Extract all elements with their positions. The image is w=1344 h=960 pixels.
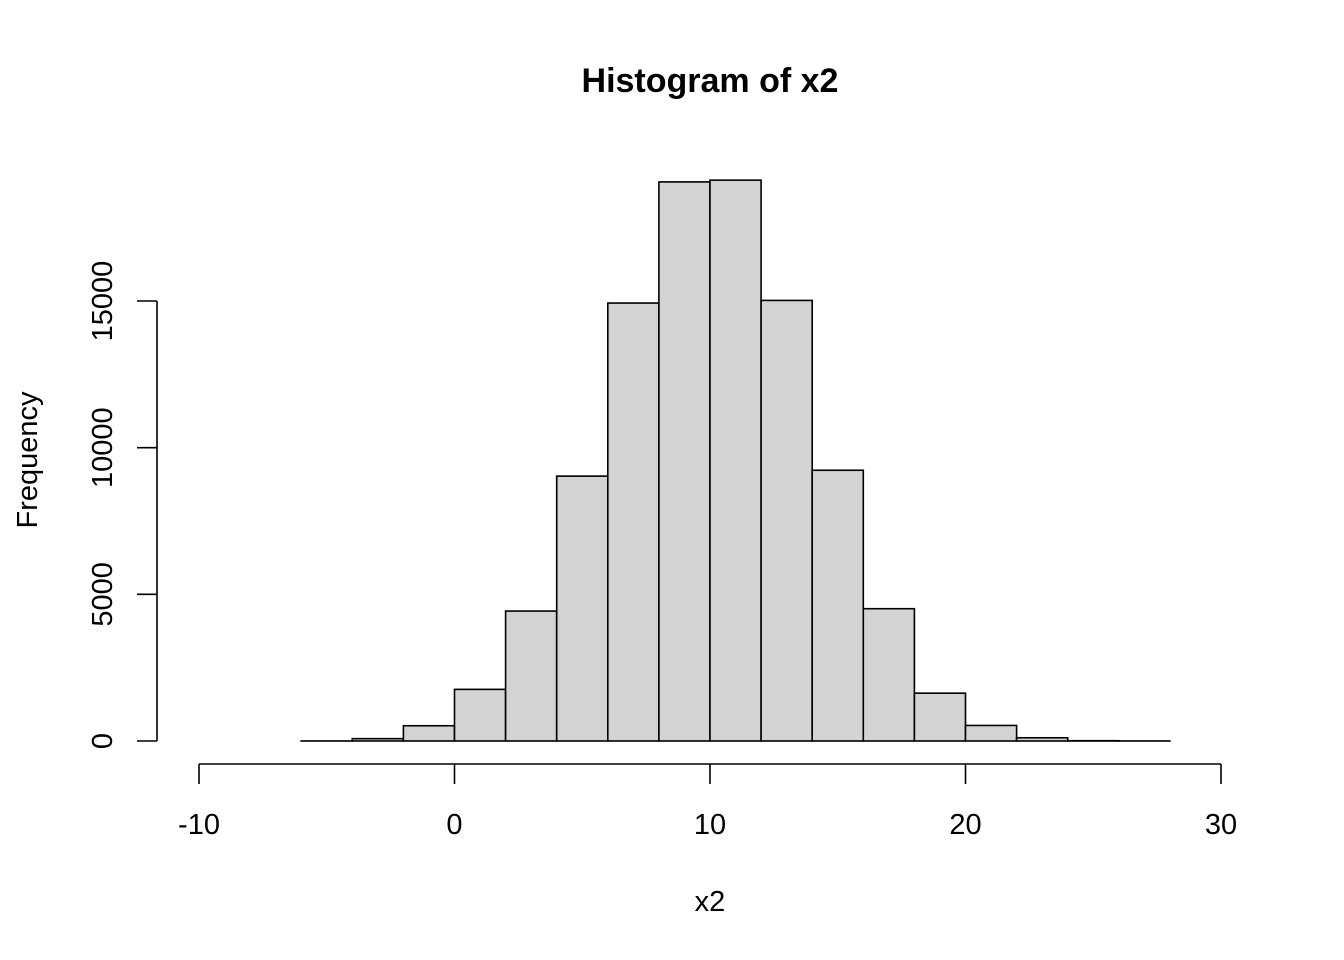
x-axis-label: x2 xyxy=(695,886,726,918)
histogram-bar-3 xyxy=(351,737,405,742)
x-tick-label: -10 xyxy=(178,809,220,841)
y-tick-label: 5000 xyxy=(87,562,119,627)
histogram-bar-12 xyxy=(811,469,865,742)
histogram-bar-14 xyxy=(913,692,967,742)
histogram-bar-16 xyxy=(1015,736,1069,742)
histogram-bar-4 xyxy=(402,724,456,742)
histogram-bar-8 xyxy=(606,302,660,742)
chart-title: Histogram of x2 xyxy=(582,62,839,100)
y-axis-label: Frequency xyxy=(12,391,44,529)
x-tick-label: 30 xyxy=(1205,809,1237,841)
histogram-bar-6 xyxy=(504,610,558,742)
histogram-bars xyxy=(300,179,1171,742)
x-tick-label: 10 xyxy=(694,809,726,841)
y-tick-label: 10000 xyxy=(87,407,119,488)
histogram-bar-5 xyxy=(453,688,507,742)
x-tick-label: 0 xyxy=(446,809,462,841)
histogram-bar-7 xyxy=(555,475,609,742)
y-tick-label: 15000 xyxy=(87,261,119,342)
histogram-bar-13 xyxy=(862,607,916,742)
x-axis: -10 0 10 20 30 xyxy=(178,763,1237,841)
x-axis-ticks: -10 0 10 20 30 xyxy=(178,764,1237,841)
y-axis-ticks: 0 5000 10000 15000 xyxy=(87,261,157,749)
histogram-bar-11 xyxy=(760,299,813,742)
histogram-bar-15 xyxy=(964,724,1018,742)
y-axis: 0 5000 10000 15000 xyxy=(87,261,158,749)
histogram-bar-10 xyxy=(709,179,762,742)
histogram-bar-9 xyxy=(658,181,711,742)
x-tick-label: 20 xyxy=(949,809,981,841)
y-tick-label: 0 xyxy=(87,733,119,749)
